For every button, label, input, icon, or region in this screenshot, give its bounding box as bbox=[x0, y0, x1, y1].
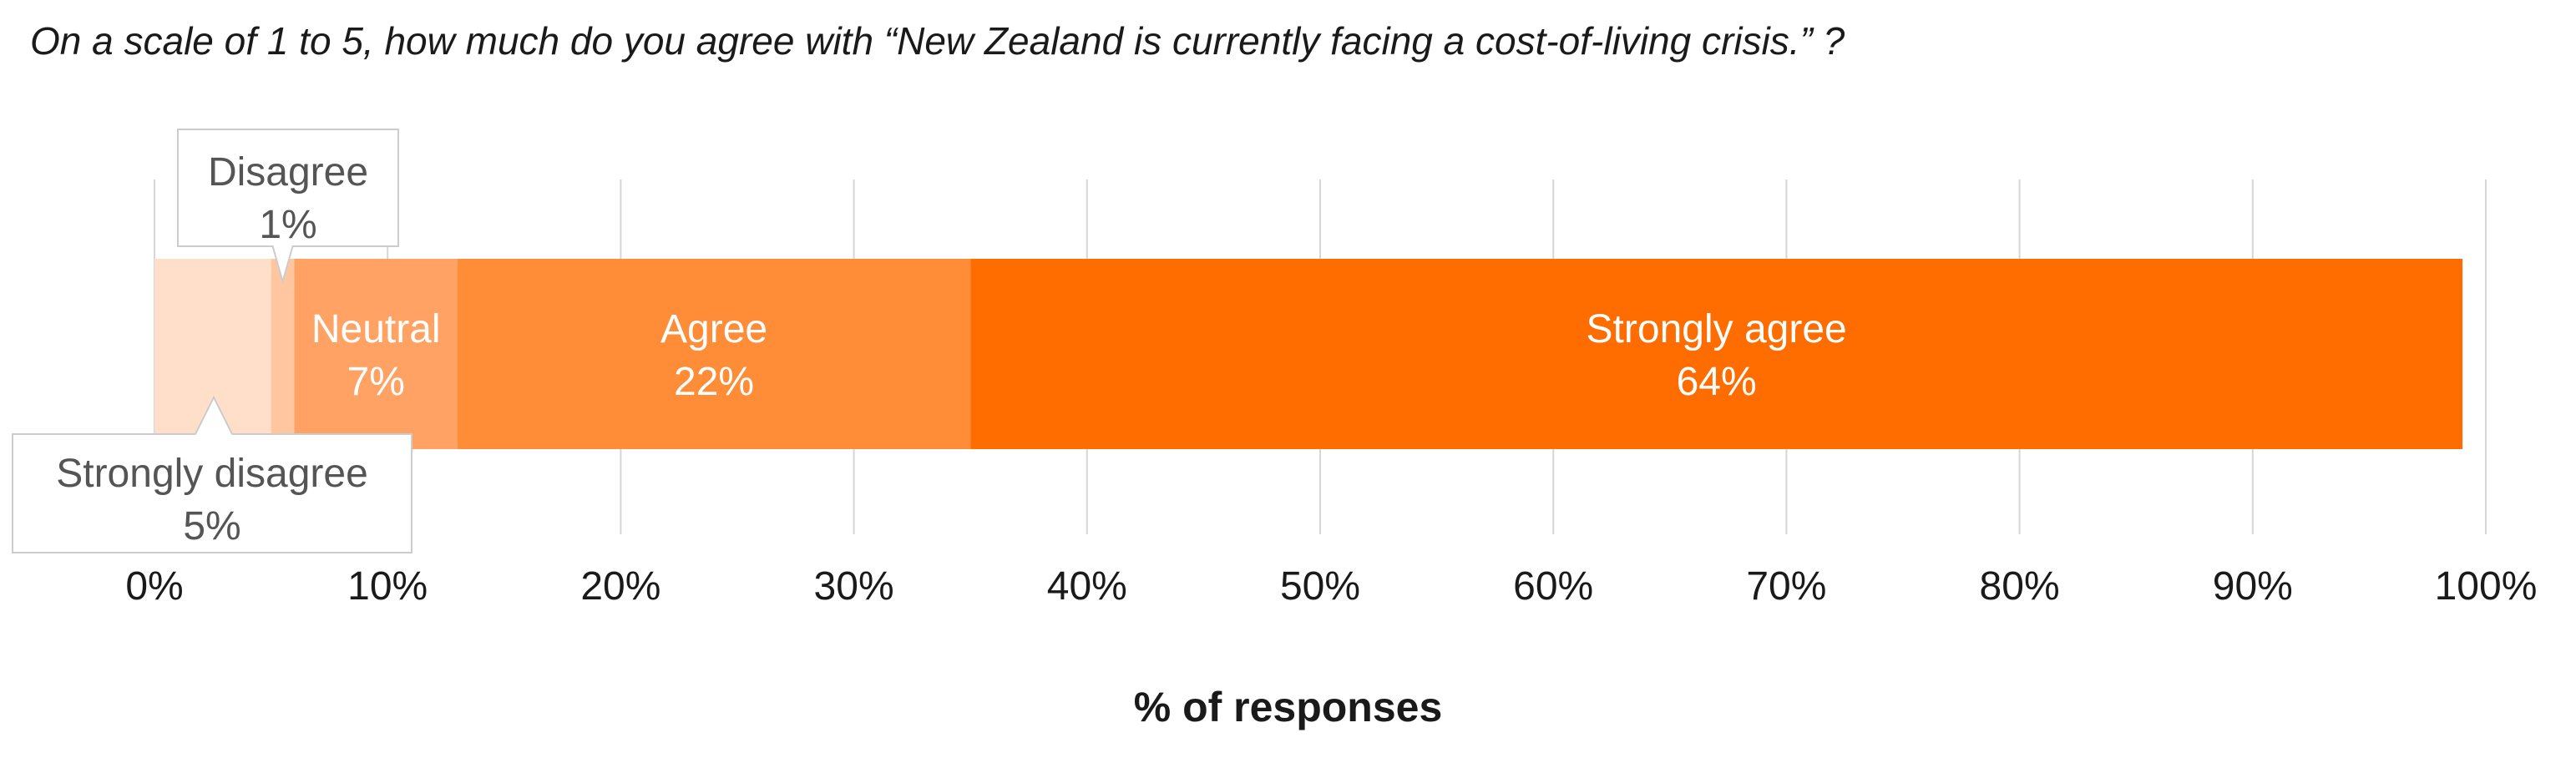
bar-segment bbox=[970, 259, 2463, 449]
segment-value-label: 7% bbox=[347, 360, 405, 404]
bar-segment bbox=[271, 259, 295, 449]
x-axis-label: % of responses bbox=[1133, 684, 1443, 730]
x-tick-label: 20% bbox=[580, 564, 660, 609]
x-tick-label: 50% bbox=[1280, 564, 1360, 609]
x-tick-label: 40% bbox=[1047, 564, 1127, 609]
x-tick-label: 90% bbox=[2213, 564, 2293, 609]
bar-segment bbox=[457, 259, 971, 449]
segment-label: Agree bbox=[660, 307, 767, 351]
x-tick-label: 100% bbox=[2435, 564, 2538, 609]
x-tick-label: 60% bbox=[1513, 564, 1593, 609]
x-tick-label: 0% bbox=[125, 564, 183, 609]
x-tick-label: 80% bbox=[1980, 564, 2060, 609]
chart-title: On a scale of 1 to 5, how much do you ag… bbox=[30, 19, 1845, 63]
x-tick-label: 70% bbox=[1746, 564, 1826, 609]
callout-box bbox=[177, 129, 399, 285]
segment-label: Neutral bbox=[311, 307, 441, 351]
callout-value-label: 5% bbox=[183, 504, 240, 548]
x-tick-label: 10% bbox=[347, 564, 428, 609]
callout-label: Disagree bbox=[208, 150, 368, 195]
bar-segment bbox=[294, 259, 458, 449]
segment-value-label: 22% bbox=[674, 360, 754, 404]
callout-box bbox=[12, 395, 412, 553]
callout-label: Strongly disagree bbox=[56, 452, 368, 496]
segment-value-label: 64% bbox=[1677, 360, 1757, 404]
callout-value-label: 1% bbox=[259, 203, 316, 247]
segment-label: Strongly agree bbox=[1587, 307, 1847, 351]
x-tick-label: 30% bbox=[814, 564, 894, 609]
